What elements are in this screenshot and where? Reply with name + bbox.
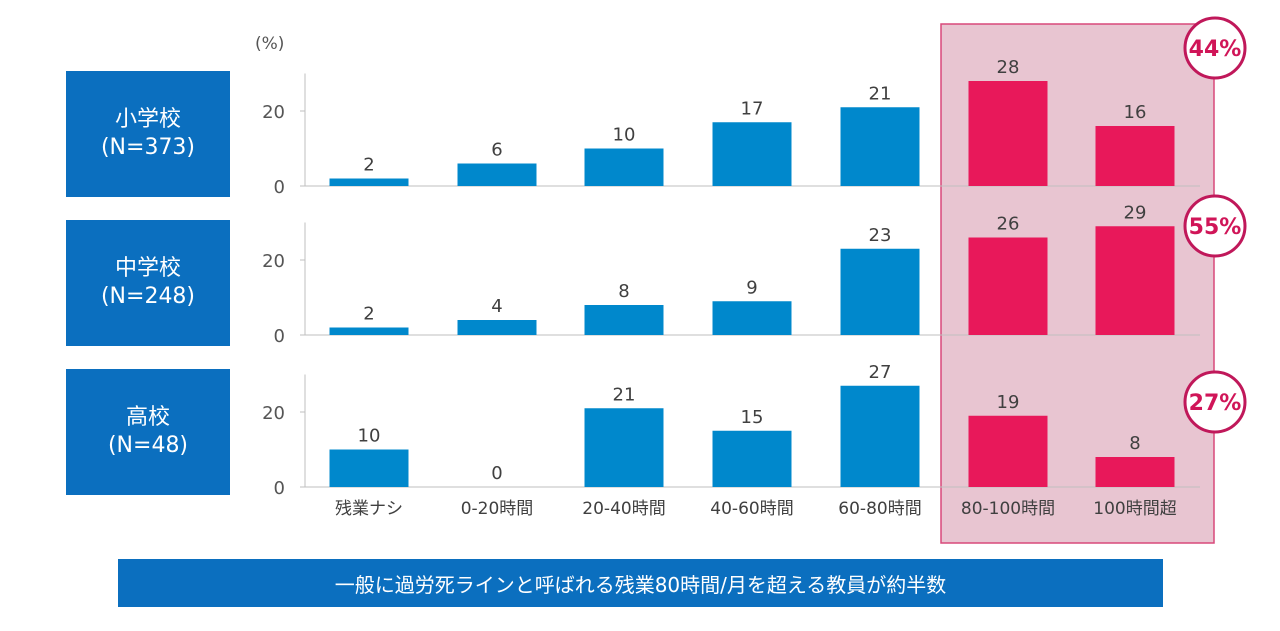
bar — [1095, 457, 1175, 487]
bar — [712, 122, 792, 186]
x-tick-label: 60-80時間 — [838, 499, 921, 519]
bar-value-label: 28 — [997, 57, 1020, 78]
bar-value-label: 15 — [741, 407, 764, 428]
bar-value-label: 16 — [1124, 102, 1147, 123]
x-tick-label: 20-40時間 — [582, 499, 665, 519]
footer-banner: 一般に過労死ラインと呼ばれる残業80時間/月を超える教員が約半数 — [118, 559, 1163, 607]
bar — [712, 301, 792, 335]
y-tick-label: 20 — [262, 403, 285, 424]
bar — [584, 305, 664, 335]
bar — [968, 415, 1048, 487]
bar-value-label: 8 — [1129, 433, 1140, 454]
footer-text: 一般に過労死ラインと呼ばれる残業80時間/月を超える教員が約半数 — [334, 572, 947, 597]
bar-value-label: 2 — [363, 155, 374, 176]
x-tick-label: 残業ナシ — [335, 499, 403, 519]
bar-value-label: 27 — [869, 362, 892, 383]
bar — [329, 449, 409, 487]
bar-value-label: 10 — [613, 125, 636, 146]
bar — [457, 163, 537, 186]
bar — [329, 178, 409, 186]
bar-value-label: 29 — [1124, 202, 1147, 223]
percentage-badge-text: 55% — [1189, 215, 1242, 240]
y-tick-label: 0 — [274, 478, 285, 499]
group-sample-size: (N=248) — [100, 284, 196, 309]
group-sample-size: (N=48) — [107, 433, 189, 458]
unit-label: (%) — [255, 34, 285, 54]
bar-value-label: 0 — [491, 463, 502, 484]
x-tick-label: 40-60時間 — [710, 499, 793, 519]
group-name: 中学校 — [114, 256, 181, 281]
bar-value-label: 10 — [358, 426, 381, 447]
bar — [457, 320, 537, 335]
percentage-badge-circle — [1183, 16, 1247, 80]
bar — [712, 430, 792, 487]
group-label-box: 高校 (N=48) — [66, 369, 230, 495]
bar — [584, 408, 664, 487]
group-sample-size: (N=373) — [100, 135, 196, 160]
bar — [1095, 126, 1175, 186]
bar-value-label: 19 — [997, 392, 1020, 413]
bar-value-label: 6 — [491, 140, 502, 161]
percentage-badge-circle — [1183, 194, 1247, 258]
bar-value-label: 23 — [869, 225, 892, 246]
group-name: 小学校 — [114, 107, 181, 132]
bar-value-label: 4 — [491, 296, 502, 317]
x-tick-label: 100時間超 — [1093, 499, 1176, 519]
bar — [968, 81, 1048, 186]
y-tick-label: 20 — [262, 251, 285, 272]
x-tick-label: 0-20時間 — [461, 499, 534, 519]
bar — [584, 148, 664, 186]
y-tick-label: 20 — [262, 102, 285, 123]
bar-value-label: 8 — [618, 281, 629, 302]
bar-value-label: 17 — [741, 98, 764, 119]
percentage-badge-circle — [1183, 370, 1247, 434]
bar-value-label: 9 — [746, 277, 757, 298]
bar-value-label: 21 — [869, 83, 892, 104]
y-tick-label: 0 — [274, 326, 285, 347]
percentage-badge-text: 27% — [1189, 391, 1242, 416]
percentage-badge-text: 44% — [1189, 37, 1242, 62]
x-tick-label: 80-100時間 — [961, 499, 1055, 519]
bar — [329, 327, 409, 335]
bar — [1095, 226, 1175, 335]
bar — [840, 107, 920, 186]
group-label-box: 中学校 (N=248) — [66, 220, 230, 346]
group-label-box: 小学校 (N=373) — [66, 71, 230, 197]
bar-value-label: 2 — [363, 304, 374, 325]
bar — [968, 237, 1048, 335]
y-tick-label: 0 — [274, 177, 285, 198]
bar-value-label: 26 — [997, 214, 1020, 235]
bar — [840, 385, 920, 487]
bar — [840, 248, 920, 335]
bar-value-label: 21 — [613, 384, 636, 405]
group-name: 高校 — [125, 405, 170, 430]
